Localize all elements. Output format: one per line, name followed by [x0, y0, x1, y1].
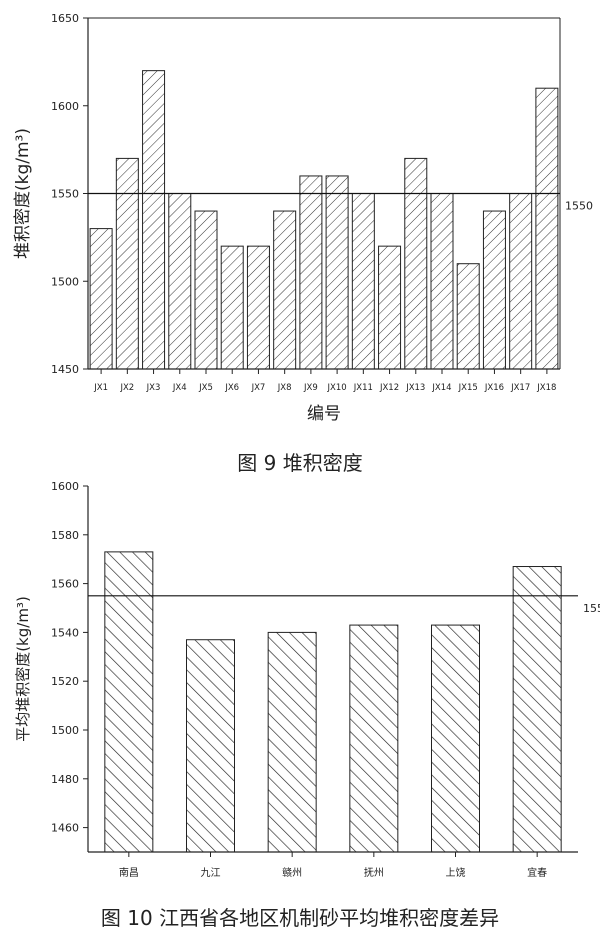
y-tick-label: 1460 — [51, 822, 79, 835]
x-tick-label-抚州: 抚州 — [364, 867, 384, 879]
bar-JX11 — [351, 193, 375, 370]
bar-南昌 — [104, 551, 154, 853]
x-tick-label-JX16: JX16 — [484, 383, 504, 393]
x-tick-label-南昌: 南昌 — [119, 866, 139, 879]
bar-JX7 — [246, 245, 270, 370]
y-tick-label: 1540 — [51, 626, 79, 639]
y-tick-label: 1650 — [51, 12, 79, 25]
bar-JX15 — [456, 263, 480, 370]
bar-JX4 — [168, 193, 192, 370]
x-tick-label-JX9: JX9 — [303, 383, 318, 393]
y-axis-label: 平均堆积密度(kg/m³) — [14, 596, 32, 742]
y-axis-label: 堆积密度(kg/m³) — [13, 128, 33, 259]
x-tick-label-JX12: JX12 — [379, 383, 399, 393]
bar-JX10 — [325, 175, 349, 370]
chart2-caption: 图 10 江西省各地区机制砂平均堆积密度差异 — [101, 906, 499, 930]
y-tick-label: 1600 — [51, 100, 79, 113]
bar-赣州 — [267, 631, 317, 853]
x-tick-label-JX10: JX10 — [327, 383, 347, 393]
bar-JX16 — [482, 210, 506, 370]
y-tick-label: 1560 — [51, 578, 79, 591]
x-tick-label-JX13: JX13 — [405, 383, 425, 393]
bar-JX18 — [535, 87, 559, 370]
x-tick-label-九江: 九江 — [201, 867, 221, 879]
y-tick-label: 1520 — [51, 675, 79, 688]
chart1-caption: 图 9 堆积密度 — [237, 451, 362, 475]
x-tick-label-JX4: JX4 — [172, 383, 187, 393]
x-tick-label-JX18: JX18 — [536, 383, 556, 393]
bar-JX12 — [378, 245, 402, 370]
bar-JX5 — [194, 210, 218, 370]
x-tick-label-JX15: JX15 — [458, 383, 478, 393]
reference-line-label: 1550 — [583, 602, 600, 615]
y-tick-label: 1480 — [51, 773, 79, 786]
x-tick-label-JX1: JX1 — [93, 383, 108, 393]
x-tick-label-JX11: JX11 — [353, 383, 373, 393]
bar-宜春 — [512, 566, 562, 853]
bar-JX17 — [509, 193, 533, 370]
bar-抚州 — [349, 624, 399, 853]
x-tick-label-宜春: 宜春 — [527, 866, 547, 879]
bar-JX6 — [220, 245, 244, 370]
bar-JX8 — [273, 210, 297, 370]
bar-JX3 — [142, 70, 166, 370]
bar-JX1 — [89, 228, 113, 370]
y-tick-label: 1450 — [51, 363, 79, 376]
x-tick-label-JX14: JX14 — [431, 383, 451, 393]
bar-上饶 — [431, 624, 480, 853]
bar-JX14 — [430, 193, 454, 370]
x-tick-label-上饶: 上饶 — [446, 866, 466, 879]
x-tick-label-JX17: JX17 — [510, 383, 530, 393]
bar-九江 — [186, 639, 235, 853]
y-tick-label: 1580 — [51, 529, 79, 542]
x-tick-label-JX5: JX5 — [198, 383, 213, 393]
x-tick-label-JX7: JX7 — [251, 383, 266, 393]
x-tick-label-赣州: 赣州 — [282, 866, 302, 879]
x-tick-label-JX6: JX6 — [224, 383, 239, 393]
x-tick-label-JX8: JX8 — [277, 383, 292, 393]
x-tick-label-JX2: JX2 — [119, 383, 134, 393]
y-tick-label: 1500 — [51, 275, 79, 288]
reference-line-label: 1550 — [565, 200, 593, 213]
x-tick-label-JX3: JX3 — [146, 383, 161, 393]
x-axis-label: 编号 — [307, 404, 341, 424]
y-tick-label: 1550 — [51, 188, 79, 201]
bar-JX9 — [299, 175, 323, 370]
bar-JX13 — [404, 157, 428, 370]
bar-JX2 — [115, 157, 139, 370]
y-tick-label: 1600 — [51, 480, 79, 493]
y-tick-label: 1500 — [51, 724, 79, 737]
